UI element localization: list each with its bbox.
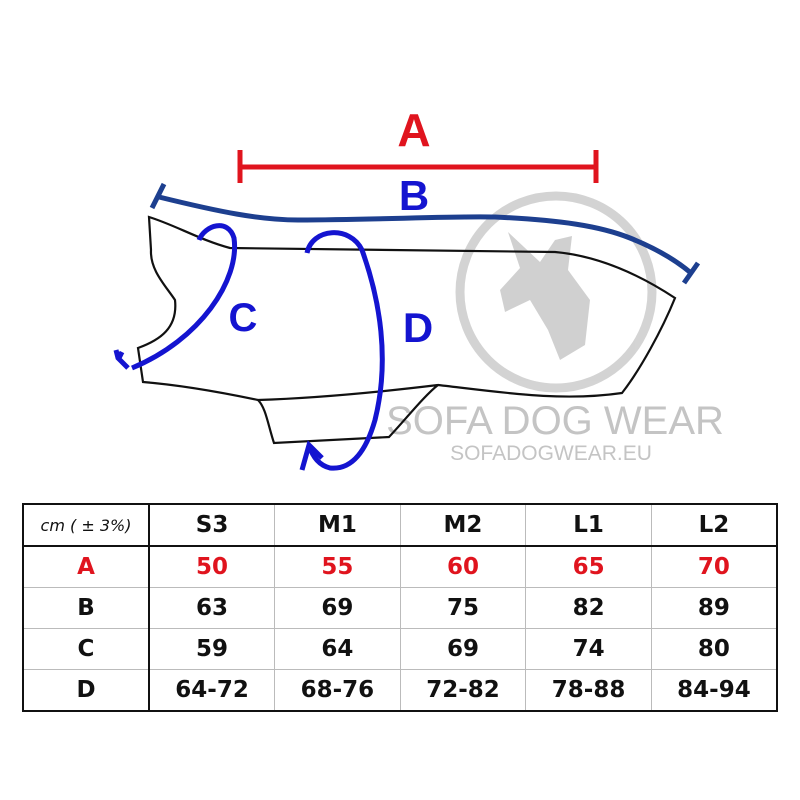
table-cell: 69 — [399, 628, 527, 670]
table-cell: 72-82 — [399, 669, 527, 712]
table-cell: 64-72 — [148, 669, 276, 712]
measurement-a — [237, 150, 599, 183]
unit-label: cm ( ± 3%) — [22, 503, 150, 547]
table-cell: 59 — [148, 628, 276, 670]
table-row: B 63 69 75 82 89 — [22, 587, 778, 629]
label-c: C — [229, 296, 258, 340]
table-cell: 64 — [274, 628, 401, 670]
measurement-b — [149, 182, 701, 285]
table-cell: 82 — [525, 587, 652, 629]
table-cell: 50 — [148, 545, 276, 588]
size-header: M2 — [399, 503, 527, 547]
table-cell: 55 — [274, 545, 401, 588]
table-row: A 50 55 60 65 70 — [22, 545, 778, 588]
watermark-url: SOFADOGWEAR.EU — [450, 442, 652, 465]
row-label: B — [22, 587, 150, 629]
table-cell: 84-94 — [650, 669, 778, 712]
label-b: B — [399, 172, 429, 219]
size-header: M1 — [274, 503, 401, 547]
table-cell: 78-88 — [525, 669, 652, 712]
dog-head-icon — [500, 232, 590, 360]
table-cell: 63 — [148, 587, 276, 629]
watermark-brand: SOFA DOG WEAR — [386, 399, 724, 443]
table-cell: 89 — [650, 587, 778, 629]
size-table: cm ( ± 3%) S3 M1 M2 L1 L2 A 50 55 60 65 … — [22, 503, 778, 712]
size-header: S3 — [148, 503, 276, 547]
row-label: D — [22, 669, 150, 712]
row-label: C — [22, 628, 150, 670]
table-cell: 70 — [650, 545, 778, 588]
size-header: L1 — [525, 503, 652, 547]
row-label: A — [22, 545, 150, 588]
label-a: A — [397, 104, 430, 156]
table-cell: 65 — [525, 545, 652, 588]
measurement-c — [113, 223, 238, 371]
table-cell: 69 — [274, 587, 401, 629]
table-cell: 80 — [650, 628, 778, 670]
garment-outline — [136, 215, 677, 445]
measurement-diagram: SOFA DOG WEAR SOFADOGWEAR.EU A B C D — [113, 104, 724, 471]
size-header: L2 — [650, 503, 778, 547]
table-cell: 75 — [399, 587, 527, 629]
table-cell: 60 — [399, 545, 527, 588]
table-cell: 74 — [525, 628, 652, 670]
watermark-logo — [455, 191, 657, 393]
table-header-row: cm ( ± 3%) S3 M1 M2 L1 L2 — [22, 503, 778, 547]
table-cell: 68-76 — [274, 669, 401, 712]
measurement-d — [299, 230, 385, 471]
table-row: C 59 64 69 74 80 — [22, 628, 778, 670]
label-d: D — [403, 304, 433, 351]
table-row: D 64-72 68-76 72-82 78-88 84-94 — [22, 669, 778, 712]
